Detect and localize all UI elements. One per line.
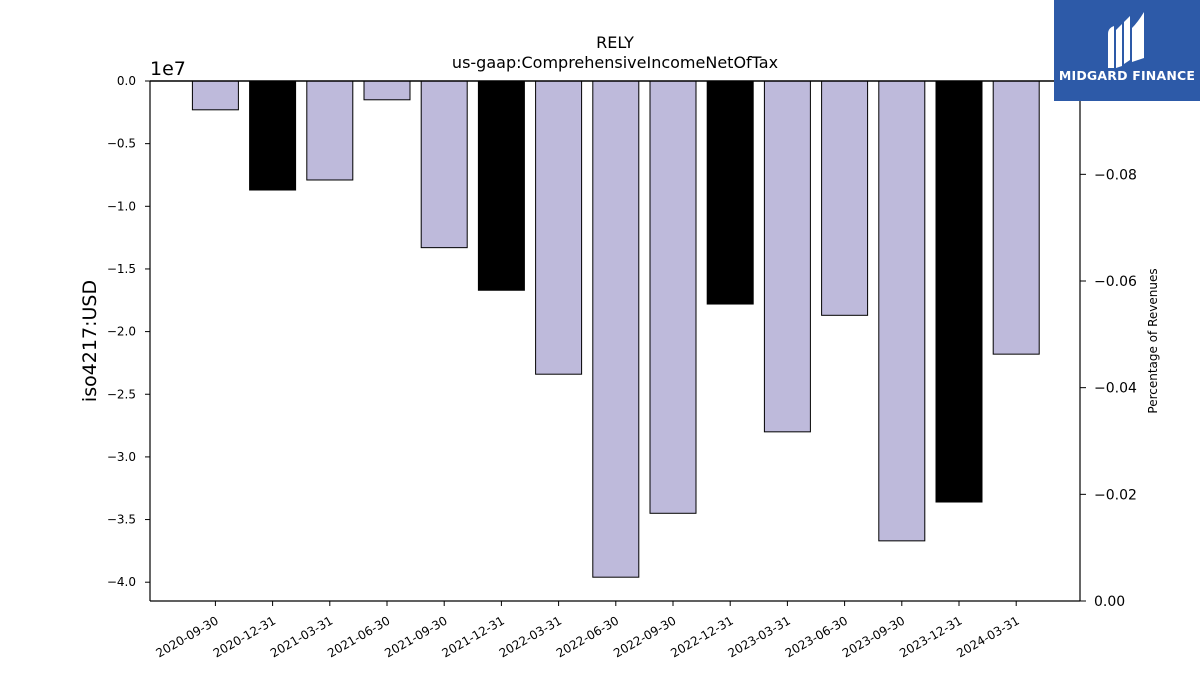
bar-2022-12-31 (706, 80, 754, 305)
bar-2021-12-31 (477, 80, 525, 291)
y-tick-label: −3.0 (107, 450, 136, 464)
bar-2021-03-31 (306, 80, 354, 181)
chart-subtitle: us-gaap:ComprehensiveIncomeNetOfTax (452, 53, 778, 72)
y2-axis-label: Percentage of Revenues (1146, 268, 1160, 413)
x-tick-label: 2024-03-31 (954, 613, 1021, 660)
y2-tick-label: −0.04 (1094, 381, 1137, 397)
y-tick-label: −2.5 (107, 387, 136, 401)
y-tick-label: −1.5 (107, 262, 136, 276)
y-tick-label: −3.5 (107, 513, 136, 527)
x-tick-label: 2021-06-30 (325, 613, 392, 660)
y2-tick-label: −0.02 (1094, 487, 1137, 503)
logo-text: MIDGARD FINANCE (1058, 68, 1196, 83)
bar-2020-09-30 (191, 80, 239, 111)
x-tick-label: 2021-03-31 (268, 613, 335, 660)
bar-2023-03-31 (763, 80, 811, 433)
y-tick-label: −4.0 (107, 575, 136, 589)
x-tick-label: 2023-12-31 (897, 613, 964, 660)
y2-tick-label: 0.00 (1094, 594, 1125, 610)
midgard-finance-logo: MIDGARD FINANCE (1054, 0, 1200, 101)
bar-2020-12-31 (249, 80, 297, 191)
bar-2021-09-30 (420, 80, 468, 249)
x-tick-label: 2023-09-30 (840, 613, 907, 660)
y-axis-label: iso4217:USD (79, 280, 101, 402)
bar-2022-03-31 (535, 80, 583, 375)
x-tick-label: 2020-09-30 (153, 613, 220, 660)
bar-2023-06-30 (821, 80, 869, 316)
bar-2021-06-30 (363, 80, 411, 101)
x-tick-label: 2023-06-30 (783, 613, 850, 660)
y-tick-label: 0.0 (117, 74, 136, 88)
x-tick-label: 2021-12-31 (439, 613, 506, 660)
bars (191, 80, 1040, 578)
y-tick-label: −0.5 (107, 137, 136, 151)
x-tick-label: 2022-06-30 (554, 613, 621, 660)
bar-2023-09-30 (878, 80, 926, 542)
y2-tick-label: −0.08 (1094, 167, 1137, 183)
x-tick-label: 2022-09-30 (611, 613, 678, 660)
x-tick-label: 2022-12-31 (668, 613, 735, 660)
chart-title: RELY (596, 33, 634, 52)
y-offset-label: 1e7 (150, 58, 186, 80)
x-tick-label: 2021-09-30 (382, 613, 449, 660)
x-tick-label: 2023-03-31 (725, 613, 792, 660)
x-tick-label: 2022-03-31 (497, 613, 564, 660)
x-tick-label: 2020-12-31 (211, 613, 278, 660)
y-tick-label: −1.0 (107, 199, 136, 213)
bar-2023-12-31 (935, 80, 983, 503)
logo-mark-icon (1108, 12, 1144, 68)
bar-2024-03-31 (992, 80, 1040, 355)
bar-2022-09-30 (649, 80, 697, 514)
bar-2022-06-30 (592, 80, 640, 578)
y-tick-label: −2.0 (107, 325, 136, 339)
y2-tick-label: −0.06 (1094, 274, 1137, 290)
